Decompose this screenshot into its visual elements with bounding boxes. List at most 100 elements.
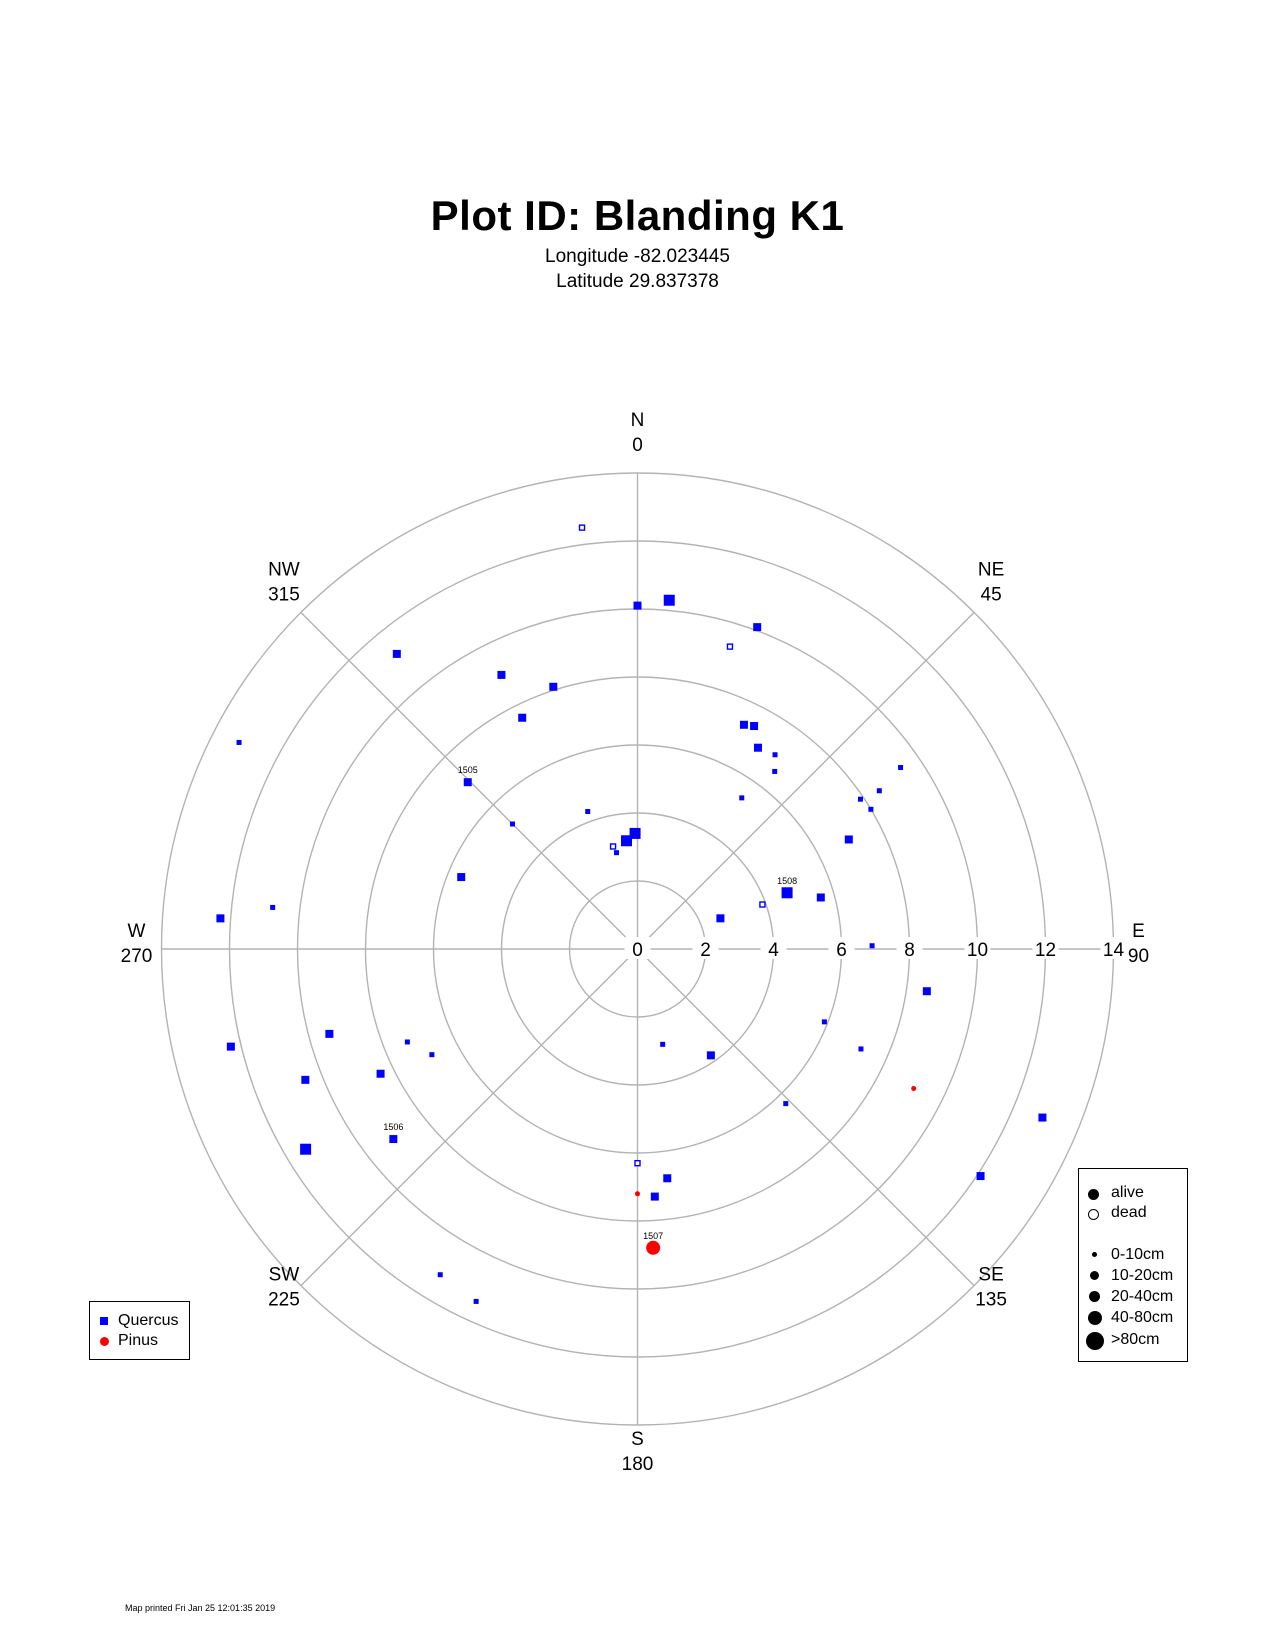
size-20-40-label: 20-40cm — [1111, 1288, 1174, 1305]
quercus-legend-marker — [100, 1317, 108, 1325]
quercus-tree-marker — [750, 722, 759, 731]
quercus-tree-marker — [609, 843, 617, 850]
tree-id-label: 1505 — [458, 765, 478, 775]
quercus-tree-marker — [922, 987, 931, 996]
quercus-tree-marker — [497, 670, 506, 679]
direction-name-nw: NW — [268, 559, 300, 580]
direction-name-sw: SW — [269, 1265, 300, 1286]
quercus-tree-marker — [236, 739, 242, 745]
quercus-tree-marker — [437, 1272, 443, 1278]
quercus-tree-marker — [663, 1174, 672, 1183]
direction-name-s: S — [631, 1429, 644, 1450]
quercus-tree-marker — [753, 743, 762, 752]
latitude-label: Latitude 29.837378 — [556, 271, 719, 292]
quercus-tree-marker — [404, 1039, 410, 1045]
quercus-tree-marker — [876, 788, 882, 794]
quercus-legend-label: Quercus — [118, 1312, 179, 1329]
tree-points: 1505 1508 1506 1507 — [216, 524, 1047, 1304]
quercus-tree-marker — [429, 1052, 435, 1058]
quercus-tree-marker — [216, 914, 225, 923]
quercus-tree-marker — [457, 873, 466, 882]
direction-degree-e: 90 — [1128, 946, 1149, 967]
radial-tick-bg — [828, 937, 855, 959]
grid-spoke — [300, 948, 638, 1287]
size-80-plus-label: >80cm — [1111, 1331, 1160, 1348]
quercus-tree-marker — [300, 1143, 312, 1155]
pinus-tree-marker — [635, 1191, 640, 1197]
alive-legend-label: alive — [1111, 1184, 1144, 1201]
quercus-tree-marker — [772, 768, 778, 774]
quercus-tree-marker — [821, 1019, 827, 1025]
size-0-10-label: 0-10cm — [1111, 1246, 1165, 1263]
quercus-tree-marker — [301, 1075, 310, 1084]
chart-title: Plot ID: Blanding K1 — [430, 192, 845, 239]
pinus-tree-marker — [911, 1086, 917, 1092]
direction-name-n: N — [631, 410, 645, 431]
grid-spoke — [637, 948, 975, 1287]
species-legend: Quercus Pinus — [89, 1301, 190, 1360]
quercus-tree-marker — [325, 1029, 334, 1038]
dead-legend-label: dead — [1111, 1204, 1147, 1221]
size-40-80-marker — [1088, 1311, 1102, 1325]
pinus-legend-label: Pinus — [118, 1332, 159, 1349]
quercus-tree-marker — [270, 904, 276, 910]
direction-name-w: W — [128, 921, 146, 942]
quercus-tree-marker — [518, 713, 527, 722]
quercus-tree-marker — [663, 594, 675, 606]
quercus-tree-marker — [783, 1101, 789, 1107]
quercus-tree-marker — [660, 1041, 666, 1047]
tree-id-label: 1508 — [777, 876, 797, 886]
quercus-tree-marker — [976, 1172, 985, 1181]
size-0-10-marker — [1092, 1252, 1097, 1257]
direction-degree-s: 180 — [622, 1454, 654, 1475]
quercus-tree-marker — [585, 809, 591, 815]
quercus-tree-marker — [772, 752, 778, 758]
radial-tick-bg — [964, 937, 991, 959]
tree-id-label: 1507 — [643, 1231, 663, 1241]
pinus-legend-marker — [100, 1337, 109, 1346]
quercus-tree-marker — [509, 821, 515, 827]
radial-tick-label: 0 — [632, 940, 643, 961]
radial-tick-label: 6 — [836, 940, 847, 961]
quercus-tree-marker — [629, 827, 641, 839]
quercus-tree-marker — [633, 601, 642, 610]
size-10-20-marker — [1090, 1271, 1099, 1280]
quercus-tree-marker — [739, 795, 745, 801]
pinus-tree-marker — [646, 1240, 661, 1255]
direction-name-e: E — [1132, 921, 1145, 942]
size-10-20-label: 10-20cm — [1111, 1267, 1174, 1284]
quercus-tree-marker — [898, 765, 904, 771]
quercus-tree-marker — [634, 1159, 641, 1167]
tree-id-label: 1506 — [383, 1122, 403, 1132]
quercus-tree-marker — [753, 623, 762, 632]
radial-tick-label: 14 — [1103, 940, 1125, 961]
quercus-tree-marker — [716, 914, 725, 923]
quercus-tree-marker — [706, 1051, 715, 1060]
quercus-tree-marker — [869, 943, 875, 949]
direction-degree-nw: 315 — [268, 584, 300, 605]
radial-tick-bg — [760, 937, 787, 959]
radial-tick-label: 10 — [967, 940, 988, 961]
quercus-tree-marker — [549, 682, 558, 691]
direction-degree-sw: 225 — [268, 1290, 300, 1311]
quercus-tree-marker — [781, 887, 793, 899]
longitude-label: Longitude -82.023445 — [545, 246, 730, 267]
quercus-tree-marker — [376, 1069, 385, 1078]
direction-degree-ne: 45 — [981, 584, 1002, 605]
quercus-tree-marker — [759, 901, 766, 908]
size-40-80-label: 40-80cm — [1111, 1309, 1174, 1326]
quercus-tree-marker — [463, 778, 472, 787]
quercus-tree-marker — [858, 1046, 864, 1052]
quercus-tree-marker — [473, 1298, 479, 1304]
direction-degree-w: 270 — [121, 946, 153, 967]
radial-tick-labels: 0 2 4 6 8 10 12 14 — [624, 937, 1127, 961]
radial-tick-bg — [624, 937, 651, 959]
quercus-tree-marker — [816, 893, 825, 902]
size-20-40-marker — [1089, 1291, 1100, 1302]
quercus-tree-marker — [621, 835, 633, 847]
direction-name-ne: NE — [978, 559, 1004, 580]
grid-spoke — [637, 611, 975, 950]
quercus-tree-marker — [726, 643, 734, 650]
quercus-tree-marker — [844, 835, 853, 844]
